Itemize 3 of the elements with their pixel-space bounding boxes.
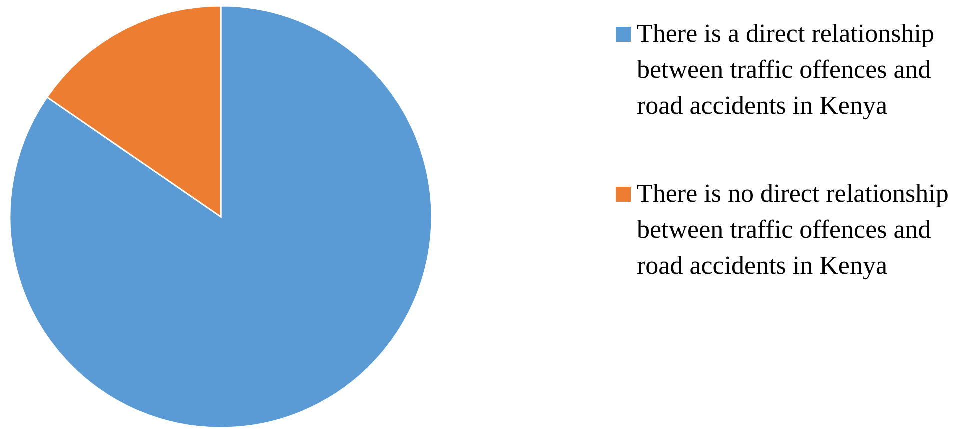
legend-label: There is a direct relationship between traffic offences and road accidents in Kenya	[637, 19, 934, 120]
legend-label: There is no direct relationship between traffic offences and road accidents in Kenya	[637, 179, 949, 280]
pie-slice	[9, 5, 433, 429]
